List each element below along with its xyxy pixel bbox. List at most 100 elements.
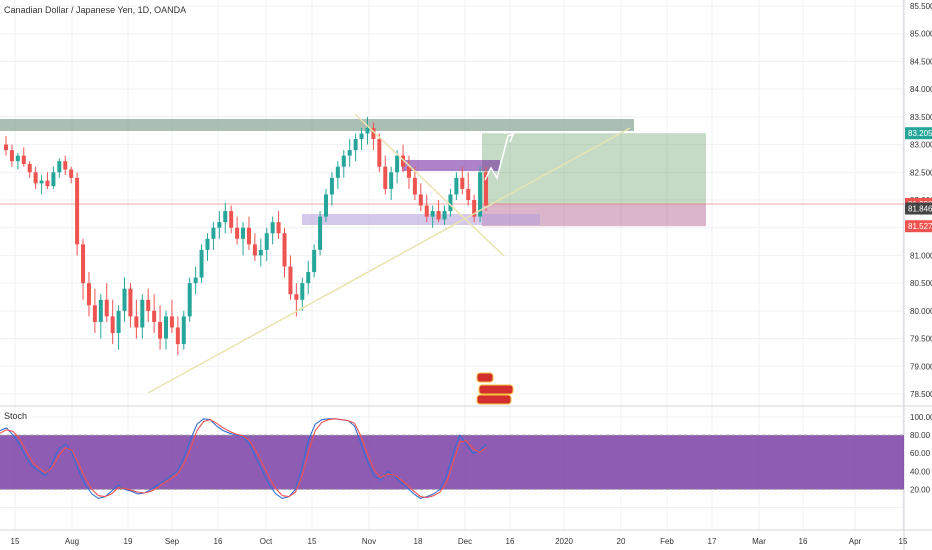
candle-body (152, 310, 157, 322)
time-tick-label: 15 (899, 537, 908, 546)
projection-path (484, 133, 514, 181)
target-zone-box (482, 133, 706, 204)
candle-body (134, 316, 139, 328)
candle-body (110, 316, 115, 334)
marker-badge (476, 372, 494, 383)
price-badge-label: 81.846 (908, 205, 932, 214)
candle-body (229, 211, 234, 228)
candle-body (146, 299, 151, 311)
candle-body (418, 194, 423, 206)
candle-body (371, 127, 376, 140)
candle-body (217, 222, 222, 228)
ascending-trendline (147, 127, 631, 394)
candle-body (86, 283, 91, 306)
price-tick-label: 85.000 (910, 30, 932, 39)
candle-body (57, 161, 62, 173)
candle-body (51, 172, 56, 187)
price-tick-label: 81.000 (910, 251, 932, 260)
price-tick-label: 80.000 (910, 307, 932, 316)
candle-body (341, 155, 346, 167)
candle-body (252, 244, 257, 256)
support-zone (302, 214, 540, 225)
resistance-zone (0, 119, 634, 131)
time-tick-label: Sep (165, 537, 180, 546)
time-tick-label: 16 (799, 537, 808, 546)
price-badge-label: 83.205 (908, 129, 932, 138)
time-tick-label: 15 (308, 537, 317, 546)
stoch-tick-label: 20.00 (910, 485, 931, 494)
price-tick-label: 80.500 (910, 279, 932, 288)
candle-body (377, 139, 382, 167)
candle-body (424, 205, 429, 217)
candle-body (389, 172, 394, 189)
time-tick-label: Mar (752, 537, 766, 546)
candle-body (158, 321, 163, 339)
price-badge (905, 202, 932, 215)
candle-body (264, 233, 269, 250)
time-tick-label: 19 (124, 537, 133, 546)
time-tick-label: Feb (660, 537, 674, 546)
time-tick-label: Apr (849, 537, 862, 546)
candle-body (288, 266, 293, 295)
candle-body (460, 177, 465, 189)
price-tick-label: 79.500 (910, 335, 932, 344)
candle-body (33, 172, 38, 184)
candle-body (318, 216, 323, 250)
candle-body (365, 127, 370, 134)
candle-body (312, 249, 317, 273)
candle-body (211, 227, 216, 239)
candle-body (235, 227, 240, 239)
candle-body (306, 272, 311, 284)
candle-body (81, 244, 86, 284)
candle-body (484, 172, 488, 206)
candle-body (39, 180, 44, 184)
candle-body (128, 288, 133, 317)
time-tick-label: 18 (414, 537, 423, 546)
candle-body (116, 310, 121, 334)
candle-body (270, 222, 275, 234)
candle-body (300, 283, 305, 300)
stoch-pane-label: Stoch (4, 411, 28, 421)
candle-body (199, 249, 204, 278)
stoch-k-line (0, 418, 487, 499)
candle-body (347, 150, 352, 156)
time-tick-label: 2020 (555, 537, 573, 546)
candle-body (430, 211, 435, 217)
candle-body (282, 233, 287, 267)
candle-body (353, 139, 358, 151)
stoch-tick-label: 40.00 (910, 467, 931, 476)
candle-body (478, 172, 483, 217)
price-tick-label: 78.500 (910, 390, 932, 399)
price-badge-label: 81.527 (908, 222, 932, 231)
candle-body (98, 299, 103, 322)
stoch-tick-label: 100.00 (910, 413, 932, 422)
candle-body (205, 238, 210, 250)
candle-body (122, 288, 127, 311)
candle-body (63, 161, 68, 170)
candle-body (335, 166, 340, 178)
mid-zone (402, 160, 500, 171)
candle-body (15, 155, 20, 162)
candle-body (175, 327, 180, 345)
marker-badge (476, 394, 512, 405)
candle-body (258, 249, 263, 256)
candle-body (472, 200, 477, 217)
price-tick-label: 84.000 (910, 85, 932, 94)
candle-body (329, 177, 334, 195)
candle-body (164, 316, 168, 339)
candle-body (27, 163, 32, 173)
candle-body (412, 177, 417, 195)
price-tick-label: 83.500 (910, 113, 932, 122)
candle-body (193, 277, 198, 284)
stoch-tick-label: 80.00 (910, 431, 931, 440)
candle-body (140, 299, 145, 328)
projection-arrowhead (503, 131, 516, 143)
candle-body (21, 155, 26, 164)
candle-body (9, 150, 14, 162)
price-tick-label: 84.500 (910, 57, 932, 66)
candle-body (104, 299, 109, 317)
candle-body (466, 188, 471, 200)
candle-body (246, 227, 251, 245)
time-tick-label: Aug (65, 537, 79, 546)
